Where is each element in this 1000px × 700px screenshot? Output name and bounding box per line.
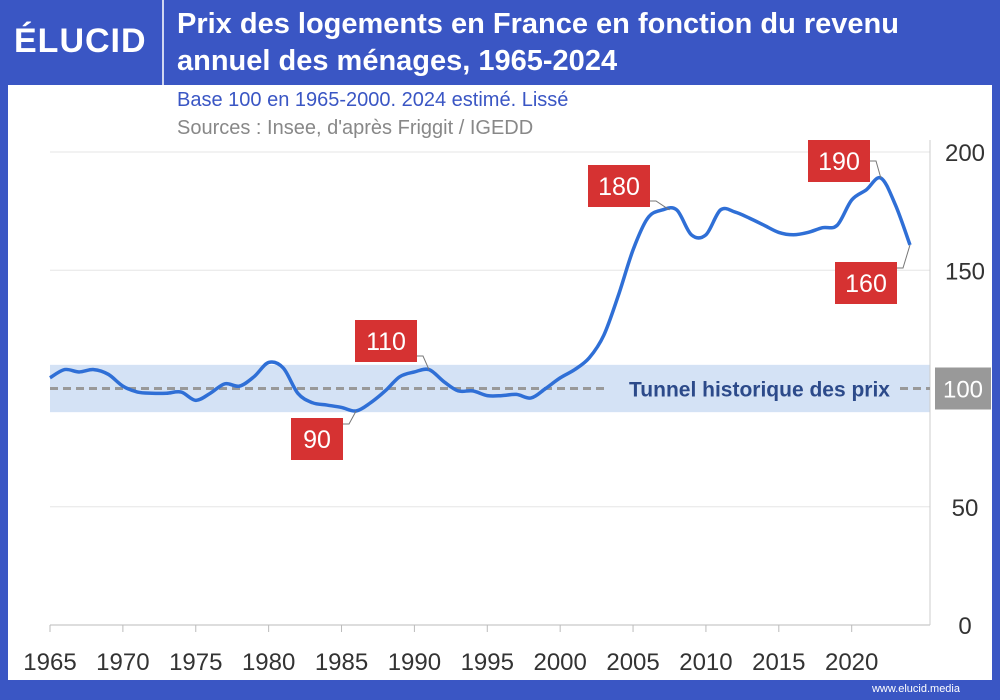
annotation-box bbox=[588, 165, 650, 207]
annotation-box bbox=[835, 262, 897, 304]
x-tick-label: 2015 bbox=[752, 649, 805, 676]
y-tick-label: 0 bbox=[958, 613, 971, 640]
annotation-leader bbox=[870, 160, 882, 179]
annotation-label: 180 bbox=[598, 173, 640, 201]
annotation-leader bbox=[343, 410, 357, 425]
band-label: Tunnel historique des prix bbox=[629, 379, 890, 402]
reference-label: 100 bbox=[943, 377, 983, 404]
x-tick-label: 1995 bbox=[461, 649, 514, 676]
y-tick-label: 50 bbox=[952, 495, 979, 522]
annotation-box bbox=[355, 320, 417, 362]
x-tick-label: 2010 bbox=[679, 649, 732, 676]
x-tick-label: 1970 bbox=[96, 649, 149, 676]
annotation-label: 190 bbox=[818, 148, 860, 176]
annotation-leader bbox=[897, 244, 911, 269]
annotation-label: 110 bbox=[366, 328, 406, 356]
annotation-label: 90 bbox=[303, 426, 331, 454]
x-tick-label: 1975 bbox=[169, 649, 222, 676]
price-series-line bbox=[49, 175, 912, 413]
elucid-logo: ÉLUCID bbox=[14, 22, 147, 60]
x-tick-label: 1985 bbox=[315, 649, 368, 676]
x-tick-label: 2020 bbox=[825, 649, 878, 676]
chart-subtitle: Base 100 en 1965-2000. 2024 estimé. Liss… bbox=[177, 89, 569, 111]
chart-title: Prix des logements en France en fonction… bbox=[177, 8, 899, 77]
x-tick-label: 1980 bbox=[242, 649, 295, 676]
x-tick-label: 2000 bbox=[533, 649, 586, 676]
footer-url[interactable]: www.elucid.media bbox=[871, 683, 960, 695]
header-divider bbox=[162, 0, 164, 85]
y-tick-label: 200 bbox=[945, 140, 985, 167]
annotation-leader bbox=[650, 200, 670, 211]
annotation-box bbox=[291, 418, 343, 460]
chart-sources: Sources : Insee, d'après Friggit / IGEDD bbox=[177, 117, 534, 139]
y-tick-label: 150 bbox=[945, 258, 985, 285]
annotation-leader bbox=[417, 355, 430, 370]
reference-label-box bbox=[935, 367, 991, 410]
annotation-label: 160 bbox=[845, 270, 887, 298]
x-tick-label: 1965 bbox=[23, 649, 76, 676]
x-tick-label: 2005 bbox=[606, 649, 659, 676]
x-tick-label: 1990 bbox=[388, 649, 441, 676]
header: ÉLUCID Prix des logements en France en f… bbox=[0, 0, 1000, 85]
annotation-box bbox=[808, 140, 870, 182]
